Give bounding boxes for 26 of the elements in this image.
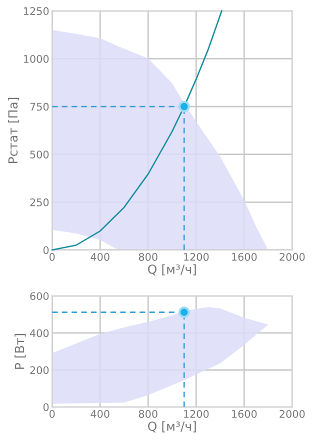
- x-tick-label: 0: [49, 410, 55, 418]
- y-tick-label: 200: [30, 366, 49, 374]
- y-tick-label: 250: [30, 198, 49, 206]
- x-tick-label: 400: [90, 252, 110, 261]
- y-axis-title: P [Вт]: [14, 334, 26, 369]
- x-tick-label: 1200: [184, 410, 209, 418]
- x-tick-label: 1600: [232, 252, 257, 261]
- x-tick-label: 2000: [280, 252, 305, 261]
- y-tick-label: 1250: [24, 7, 49, 16]
- x-tick-label: 1600: [232, 410, 257, 418]
- x-tick-label: 2000: [280, 410, 305, 418]
- x-tick-label: 1200: [184, 252, 209, 261]
- x-axis-title: Q [м³/ч]: [148, 264, 196, 276]
- y-axis-title: Pстат [Па]: [8, 98, 20, 163]
- y-tick-label: 0: [43, 403, 49, 412]
- x-axis-title: Q [м³/ч]: [148, 421, 196, 432]
- y-tick-label: 0: [43, 246, 49, 254]
- x-tick-label: 0: [49, 252, 55, 261]
- x-tick-label: 400: [90, 410, 110, 418]
- x-tick-label: 800: [138, 252, 158, 261]
- x-tick-label: 800: [138, 410, 158, 418]
- y-tick-label: 400: [30, 329, 49, 338]
- y-tick-label: 1000: [24, 54, 49, 63]
- y-tick-label: 500: [30, 150, 49, 158]
- y-tick-label: 750: [30, 102, 49, 111]
- y-tick-label: 600: [30, 292, 49, 300]
